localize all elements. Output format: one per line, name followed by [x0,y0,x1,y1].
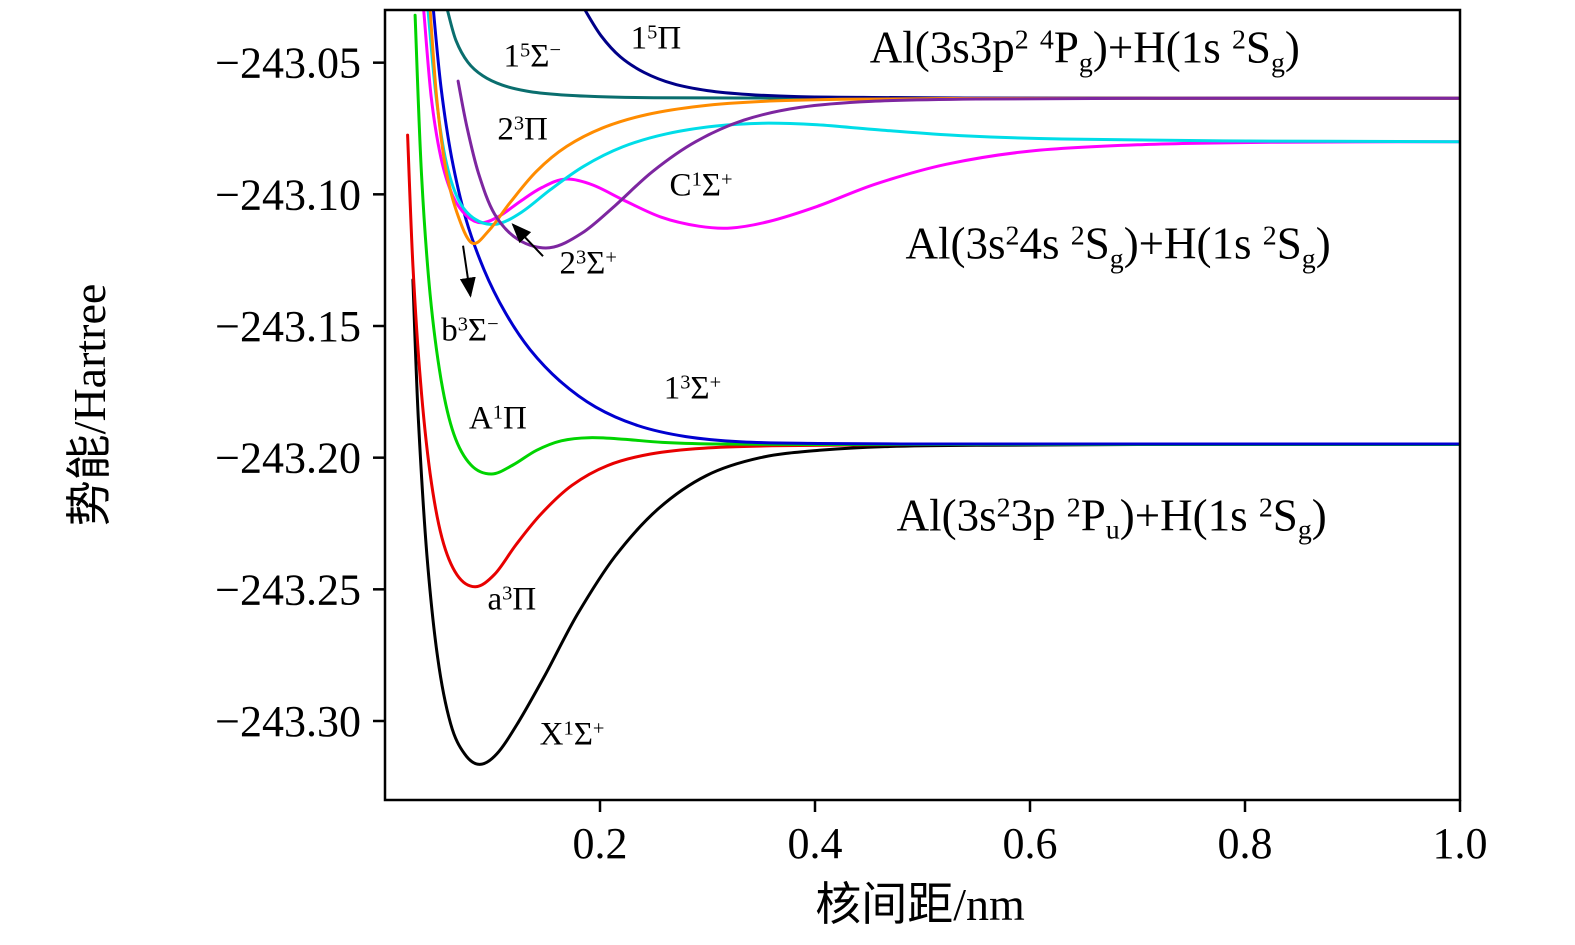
x-tick-label: 0.2 [573,819,628,868]
curve-b-3Sigma-minus [428,10,1460,246]
x-tick-label: 0.8 [1218,819,1273,868]
annotation-arrow-2 [511,223,544,257]
y-tick-label: −243.25 [215,565,361,614]
y-tick-label: −243.20 [215,434,361,483]
curve-C-1Sigma-plus [422,10,1460,230]
curve-a-3Pi [406,133,1460,589]
curve-1-3Sigma-plus [431,10,1460,446]
y-tick-label: −243.15 [215,302,361,351]
x-tick-label: 0.6 [1003,819,1058,868]
plot-frame [383,8,1462,802]
y-axis-title: 势能/Hartree [64,283,115,527]
curve-1-5Pi [583,10,1460,100]
y-tick-label: −243.30 [215,697,361,746]
y-tick-label: −243.05 [215,39,361,88]
curve-2-3Pi [426,10,1460,226]
curve-2-3Sigma-plus [456,79,1460,250]
x-tick-label: 1.0 [1433,819,1488,868]
x-tick-label: 0.4 [788,819,843,868]
annotation-arrow-1 [459,245,476,298]
curve-A-1Pi [413,13,1460,476]
curve-X-1Sigma-plus [411,278,1460,766]
curve-1-5Sigma-minus [445,10,1460,100]
y-tick-label: −243.10 [215,170,361,219]
x-axis-title: 核间距/nm [815,879,1025,930]
